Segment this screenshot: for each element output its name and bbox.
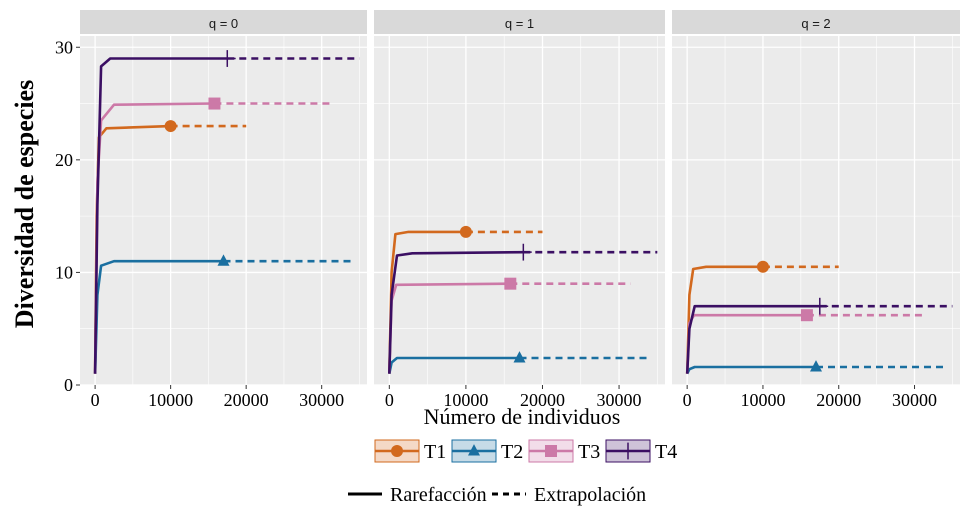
- x-tick-label: 20000: [520, 390, 565, 410]
- series-t1: [685, 260, 839, 374]
- panel-q-2: q = 2 0 10000 20000 30000: [672, 10, 960, 410]
- legend-marker: [468, 444, 480, 456]
- observed-point: [513, 351, 526, 363]
- plot-background: [374, 36, 665, 385]
- series-t4: [93, 50, 360, 374]
- plot-background: [672, 36, 960, 385]
- legend-label: T3: [578, 441, 600, 463]
- observed-point: [811, 297, 829, 315]
- y-tick-label: 10: [55, 262, 73, 282]
- panels: q = 0 0 10000 20000 30000 0 10 20 30 q = 1 0 10000 2…: [55, 10, 960, 410]
- x-tick-label: 10000: [148, 390, 193, 410]
- y-tick-label: 20: [55, 150, 73, 170]
- x-tick-label: 20000: [224, 390, 269, 410]
- y-tick-label: 30: [55, 37, 73, 57]
- observed-point: [800, 309, 813, 322]
- observed-point: [810, 360, 822, 372]
- x-tick-label: 10000: [443, 390, 488, 410]
- facet-strip: [672, 10, 960, 34]
- observed-point: [459, 225, 472, 238]
- observed-point: [164, 120, 177, 133]
- rarefaction-line: [685, 265, 763, 374]
- observed-point: [756, 260, 769, 273]
- facet-strip: [80, 10, 367, 34]
- panel-q-0: q = 0 0 10000 20000 30000 0 10 20 30: [55, 10, 367, 410]
- rarefaction-line: [685, 304, 820, 374]
- x-tick-label: 0: [385, 390, 394, 410]
- legend-item-t1: T1: [374, 439, 446, 463]
- legend-item-extrapolaci-n: Extrapolación: [492, 484, 646, 506]
- x-tick-label: 10000: [740, 390, 785, 410]
- legend-label: Rarefacción: [390, 484, 487, 506]
- legend-marker: [545, 445, 557, 457]
- x-tick-label: 30000: [892, 390, 937, 410]
- facet-strip: [374, 10, 665, 34]
- observed-point: [504, 277, 517, 290]
- x-tick-label: 30000: [299, 390, 344, 410]
- x-tick-label: 30000: [597, 390, 642, 410]
- facet-strip-label: q = 2: [801, 16, 830, 31]
- x-tick-label: 0: [683, 390, 692, 410]
- legend-marker: [391, 445, 403, 457]
- legend-item-t2: T2: [451, 439, 523, 463]
- legend-marker: [619, 442, 637, 460]
- x-tick-label: 20000: [816, 390, 861, 410]
- plot-background: [80, 36, 367, 385]
- legend: T1 T2 T3 T4 Rarefacción Extrapolación: [348, 439, 677, 506]
- legend-label: T1: [424, 441, 446, 463]
- y-axis-label: Diversidad de especies: [10, 80, 39, 328]
- rarefaction-line: [93, 57, 228, 374]
- x-tick-label: 0: [91, 390, 100, 410]
- series-t4: [388, 243, 658, 374]
- legend-item-t3: T3: [528, 439, 600, 463]
- y-tick-label: 0: [64, 375, 73, 395]
- facet-strip-label: q = 1: [505, 16, 534, 31]
- panel-q-1: q = 1 0 10000 20000 30000: [374, 10, 665, 410]
- observed-point: [217, 254, 230, 266]
- legend-item-t4: T4: [605, 439, 677, 463]
- facet-strip-label: q = 0: [209, 16, 238, 31]
- x-axis-label: Número de individuos: [424, 404, 621, 429]
- rarefaction-line: [388, 250, 524, 374]
- observed-point: [514, 243, 532, 261]
- observed-point: [218, 50, 236, 67]
- legend-label: Extrapolación: [534, 484, 646, 506]
- series-t4: [685, 297, 953, 374]
- observed-point: [208, 97, 221, 110]
- legend-label: T2: [501, 441, 523, 463]
- legend-item-rarefacci-n: Rarefacción: [348, 484, 487, 506]
- legend-label: T4: [655, 441, 677, 463]
